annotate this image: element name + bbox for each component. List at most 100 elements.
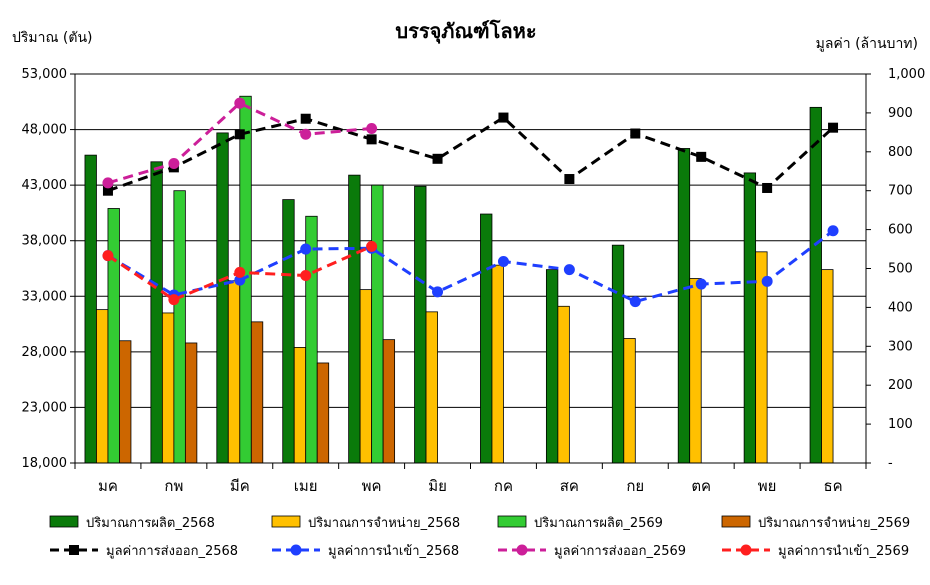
x-tick-label: พค <box>362 477 382 495</box>
data-point <box>498 112 509 123</box>
bar <box>545 269 559 464</box>
data-point <box>234 266 246 278</box>
bar <box>689 278 702 464</box>
data-point <box>696 151 707 162</box>
data-point <box>432 153 443 164</box>
bar <box>96 309 109 464</box>
data-point <box>366 240 378 252</box>
line-series <box>102 97 839 308</box>
y-right-tick-label: 900 <box>888 106 913 121</box>
legend-swatch <box>49 515 79 528</box>
data-point <box>629 296 641 308</box>
legend-label: มูลค่าการส่งออก_2569 <box>554 544 686 559</box>
bar <box>107 208 120 464</box>
x-tick-label: กพ <box>164 477 183 495</box>
data-point <box>366 134 377 145</box>
bar <box>282 199 295 464</box>
y-axis-right-label: มูลค่า (ล้านบาท) <box>816 36 918 52</box>
y-right-tick-label: 1,000 <box>888 67 925 82</box>
data-point <box>828 122 839 133</box>
y-right-tick-label: 300 <box>888 339 913 354</box>
legend-marker <box>740 544 752 556</box>
data-point <box>168 157 180 169</box>
legend: ปริมาณการผลิต_2568 ปริมาณการจำหน่าย_2568 ป… <box>49 515 910 559</box>
bar <box>316 362 330 464</box>
data-point <box>761 275 773 287</box>
legend-label: ปริมาณการผลิต_2569 <box>534 516 663 531</box>
x-tick-label: มค <box>98 477 118 495</box>
legend-label: ปริมาณการจำหน่าย_2569 <box>758 516 910 531</box>
y-right-tick-label: 600 <box>888 223 913 238</box>
legend-swatch <box>271 515 301 528</box>
x-tick-label: กค <box>494 477 513 495</box>
data-point <box>300 128 312 140</box>
x-tick-label: ธค <box>823 477 842 495</box>
legend-swatch <box>721 515 751 528</box>
legend-marker <box>516 544 528 556</box>
bar <box>371 184 384 464</box>
bar <box>84 154 97 464</box>
bar <box>743 172 757 464</box>
data-point <box>300 270 312 282</box>
data-point <box>300 243 312 255</box>
legend-label: มูลค่าการส่งออก_2568 <box>106 544 238 559</box>
bar <box>150 161 163 464</box>
series-line <box>107 229 834 304</box>
data-point <box>432 286 444 298</box>
y-left-tick-label: 53,000 <box>22 67 68 82</box>
bar <box>425 311 438 464</box>
x-tick-label: มีค <box>230 477 250 495</box>
bar <box>414 185 427 464</box>
bar <box>491 264 504 464</box>
bar <box>809 106 822 464</box>
data-point <box>695 278 707 290</box>
data-point <box>366 122 378 134</box>
bar <box>184 342 198 464</box>
data-point <box>563 264 575 276</box>
legend-marker <box>290 544 302 556</box>
bar-series <box>84 95 834 464</box>
y-left-tick-label: 23,000 <box>22 400 68 415</box>
bar <box>161 312 175 464</box>
bar <box>359 289 373 464</box>
data-point <box>827 225 839 237</box>
x-tick-label: มิย <box>428 477 447 495</box>
bar <box>119 340 132 464</box>
bar <box>611 244 625 464</box>
bar <box>382 339 396 464</box>
x-tick-label: สค <box>560 477 579 495</box>
y-right-tick-label: 800 <box>888 145 913 160</box>
legend-swatch <box>497 515 527 528</box>
y-right-tick-label: 200 <box>888 378 913 393</box>
data-point <box>234 129 245 140</box>
y-left-tick-label: 48,000 <box>22 123 68 138</box>
x-tick-label: เมย <box>294 477 318 495</box>
data-point <box>168 294 180 306</box>
bar <box>173 190 186 464</box>
axes: 18,000 23,000 28,000 33,000 38,000 43,000 48,0… <box>22 67 926 495</box>
bar <box>293 347 307 464</box>
y-right-tick-label: 700 <box>888 184 913 199</box>
y-axis-left-label: ปริมาณ (ตัน) <box>12 30 93 46</box>
data-point <box>497 255 509 267</box>
data-point <box>564 174 575 185</box>
legend-label: ปริมาณการผลิต_2568 <box>86 516 215 531</box>
y-left-tick-label: 38,000 <box>22 234 68 249</box>
data-point <box>762 182 773 193</box>
data-point <box>300 113 311 124</box>
data-point <box>234 97 246 109</box>
bar <box>557 305 570 464</box>
legend-marker <box>69 545 79 555</box>
bar <box>623 338 636 464</box>
x-tick-label: ตค <box>691 477 711 495</box>
bar <box>677 148 691 464</box>
data-point <box>102 185 113 196</box>
chart-title: บรรจุภัณฑ์โลหะ <box>395 19 536 44</box>
data-point <box>102 177 114 189</box>
legend-label: มูลค่าการนำเข้า_2568 <box>328 544 459 559</box>
legend-label: มูลค่าการนำเข้า_2569 <box>778 544 909 559</box>
data-point <box>234 274 246 286</box>
y-right-tick-label: 100 <box>888 417 913 432</box>
